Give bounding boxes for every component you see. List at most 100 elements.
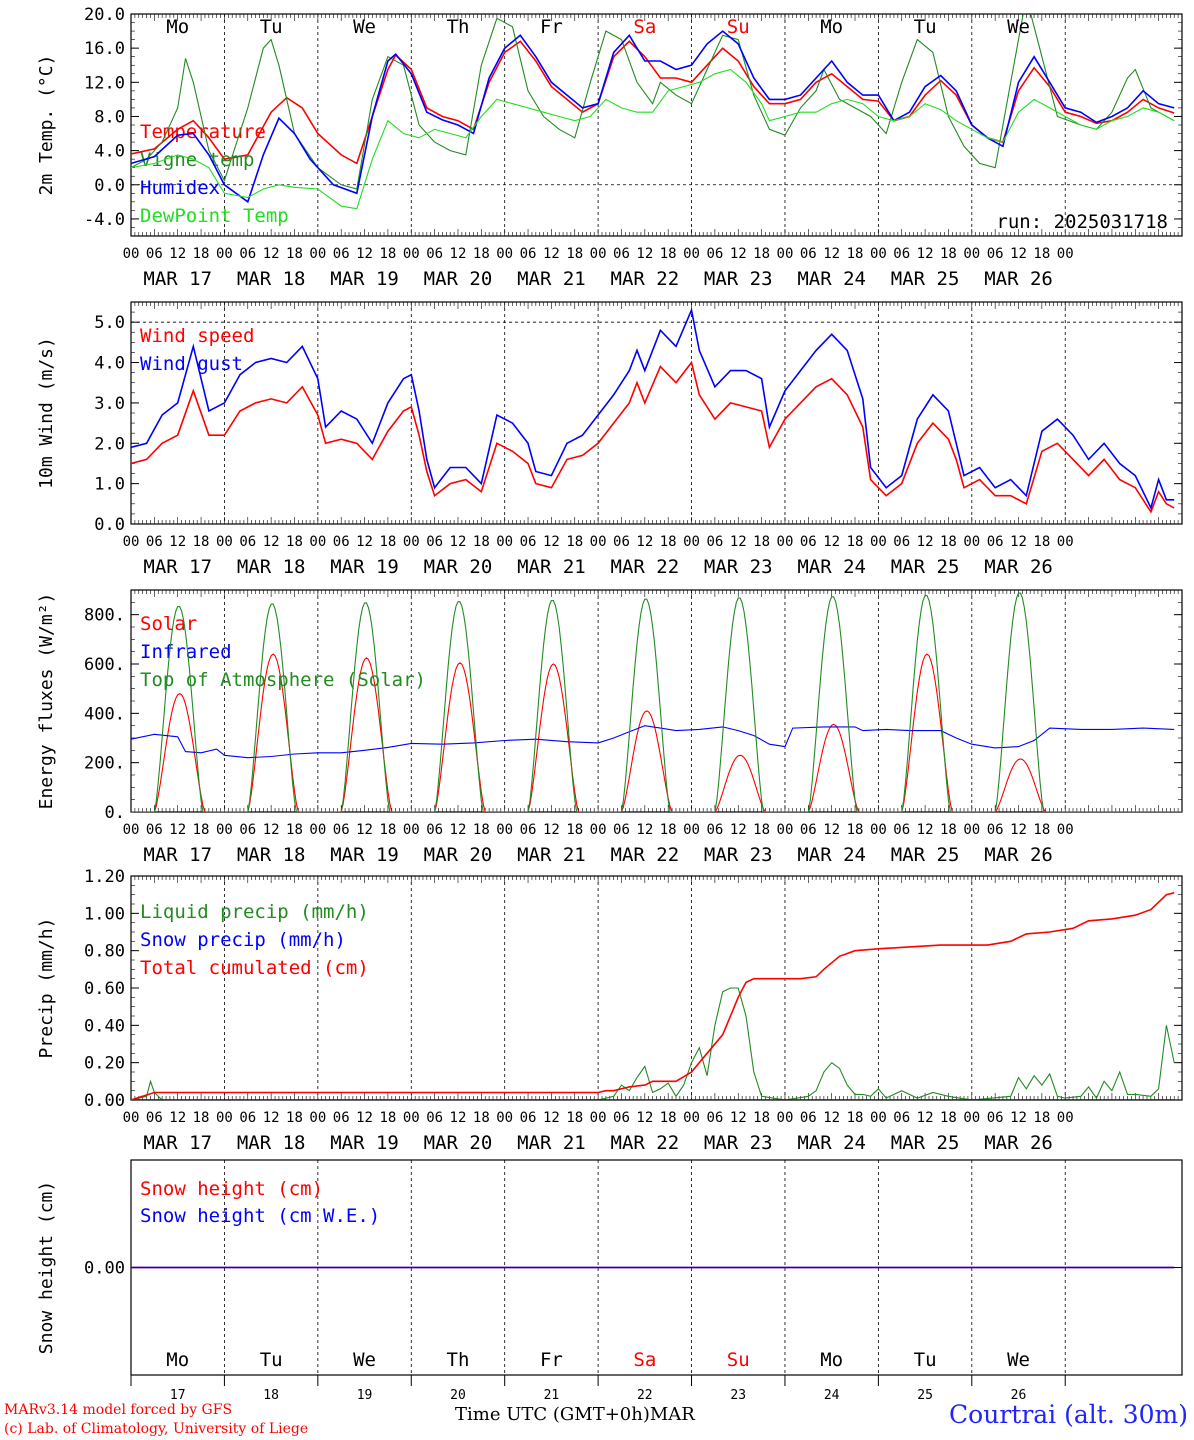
hour-tick-label: 18 [1033,822,1050,838]
hour-tick-label: 00 [683,534,700,550]
day-number: 20 [450,1388,466,1403]
hour-tick-label: 18 [660,822,677,838]
hour-tick-label: 12 [450,246,467,262]
hour-tick-label: 18 [753,1110,770,1126]
date-label: MAR 24 [797,556,866,578]
hour-tick-label: 18 [566,246,583,262]
hour-tick-label: 06 [800,822,817,838]
hour-tick-label: 18 [193,1110,210,1126]
hour-tick-label: 12 [543,534,560,550]
series-line [131,30,1175,204]
hour-tick-label: 06 [613,1110,630,1126]
hour-tick-label: 00 [963,246,980,262]
hour-tick-label: 12 [823,822,840,838]
y-tick-label: 0.20 [84,1054,125,1074]
date-label: MAR 17 [143,268,212,290]
hour-tick-label: 18 [753,822,770,838]
series-line [131,360,1175,514]
date-label: MAR 24 [797,268,866,290]
legend-label: Snow height (cm) [140,1178,323,1200]
y-tick-label: 3.0 [94,394,125,414]
hour-tick-label: 12 [543,1110,560,1126]
legend-label: DewPoint Temp [140,205,289,227]
day-name-top: Mo [166,16,189,38]
day-name-bottom: Sa [633,1349,656,1371]
hour-tick-label: 06 [987,822,1004,838]
hour-tick-label: 00 [683,1110,700,1126]
hour-tick-label: 12 [169,534,186,550]
day-name-bottom: We [1007,1349,1030,1371]
legend-label: Temperature [140,121,266,143]
day-name-bottom: Tu [260,1349,283,1371]
hour-tick-label: 00 [870,246,887,262]
hour-tick-label: 18 [193,246,210,262]
date-label: MAR 21 [517,1132,586,1154]
y-tick-label: 600. [84,655,125,675]
date-label: MAR 19 [330,844,399,866]
hour-tick-label: 12 [169,246,186,262]
hour-tick-label: 12 [356,822,373,838]
hour-tick-label: 06 [520,1110,537,1126]
hour-tick-label: 00 [309,246,326,262]
legend-label: Infrared [140,641,232,663]
day-name-bottom: Su [727,1349,750,1371]
hour-tick-label: 06 [146,1110,163,1126]
y-tick-label: 1.0 [94,475,125,495]
series-line [131,653,1182,812]
hour-tick-label: 18 [286,1110,303,1126]
date-label: MAR 23 [704,268,773,290]
date-label: MAR 18 [237,1132,306,1154]
hour-tick-label: 00 [403,534,420,550]
day-name-top: Su [727,16,750,38]
date-label: MAR 23 [704,556,773,578]
hour-tick-label: 06 [146,534,163,550]
hour-tick-label: 06 [239,822,256,838]
hour-tick-label: 12 [1010,1110,1027,1126]
series-line [131,307,1175,511]
panel-4: 1.20 1.00 0.80 0.60 0.40 0.20 0.00 Precip (mm/h… [36,867,1183,1154]
hour-tick-label: 06 [333,246,350,262]
hour-tick-label: 00 [309,534,326,550]
hour-tick-label: 12 [917,246,934,262]
y-axis-title: 2m Temp. (°C) [36,55,57,196]
hour-tick-label: 12 [263,1110,280,1126]
legend-label: Snow precip (mm/h) [140,929,346,951]
hour-tick-label: 00 [1057,246,1074,262]
y-tick-label: 0.0 [94,176,125,196]
hour-tick-label: 12 [917,1110,934,1126]
date-label: MAR 22 [611,556,680,578]
hour-tick-label: 12 [450,822,467,838]
hour-tick-label: 00 [870,822,887,838]
y-tick-label: 400. [84,704,125,724]
hour-tick-label: 12 [730,1110,747,1126]
hour-tick-label: 18 [753,534,770,550]
y-tick-label: 16.0 [84,39,125,59]
day-number: 21 [544,1388,560,1403]
date-label: MAR 20 [424,1132,493,1154]
panel-1: 20.0 16.0 12.0 8.0 4.0 0.0 -4.0 2m Temp. (°C) 00… [36,5,1183,290]
hour-tick-label: 18 [473,246,490,262]
hour-tick-label: 12 [917,534,934,550]
hour-tick-label: 06 [987,1110,1004,1126]
hour-tick-label: 00 [403,822,420,838]
hour-tick-label: 06 [146,246,163,262]
legend-label: Humidex [140,177,220,199]
y-tick-label: 200. [84,754,125,774]
date-label: MAR 21 [517,844,586,866]
date-label: MAR 24 [797,1132,866,1154]
hour-tick-label: 06 [426,822,443,838]
hour-tick-label: 18 [940,822,957,838]
hour-tick-label: 00 [870,1110,887,1126]
hour-tick-label: 12 [263,822,280,838]
hour-tick-label: 06 [426,1110,443,1126]
hour-tick-label: 00 [496,534,513,550]
hour-tick-label: 06 [893,246,910,262]
hour-tick-label: 00 [590,246,607,262]
hour-tick-label: 12 [356,534,373,550]
y-tick-label: 8.0 [94,107,125,127]
hour-tick-label: 18 [940,246,957,262]
hour-tick-label: 18 [193,534,210,550]
credit-model: MARv3.14 model forced by GFS [4,1402,233,1418]
date-label: MAR 25 [891,268,960,290]
